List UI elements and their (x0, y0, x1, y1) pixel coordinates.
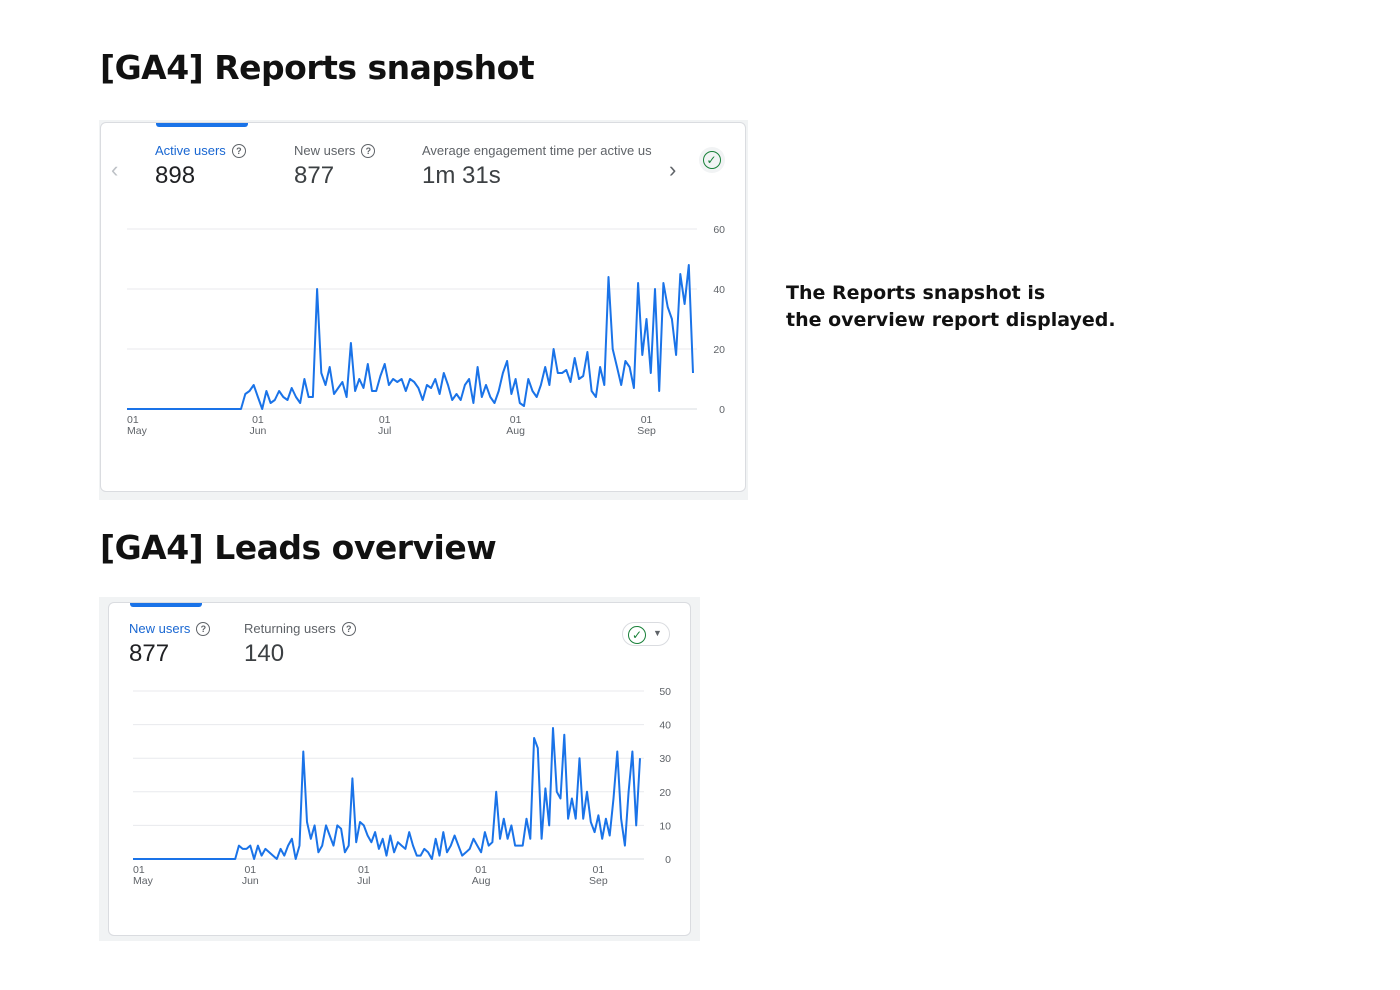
metric-active-users[interactable]: Active users? 898 (155, 143, 246, 190)
x-tick-day: 01 (133, 864, 145, 876)
help-circle-icon[interactable]: ? (196, 621, 211, 636)
leads-overview-screenshot: New users? 877 Returning users? 140 ✓ ▼ … (99, 597, 700, 941)
metric-value: 1m 31s (422, 162, 501, 189)
metric-avg-engagement-time[interactable]: Average engagement time per active us 1m… (422, 143, 662, 190)
y-tick-label: 0 (719, 404, 725, 416)
metric-value: 898 (155, 162, 196, 189)
y-tick-label: 30 (659, 753, 671, 765)
x-tick-month: Jun (249, 425, 266, 437)
series-line (133, 727, 641, 860)
x-tick-day: 01 (244, 864, 256, 876)
y-tick-label: 0 (665, 854, 671, 866)
x-tick-day: 01 (641, 414, 653, 426)
status-check-dropdown[interactable]: ✓ ▼ (622, 622, 670, 646)
x-tick-day: 01 (475, 864, 487, 876)
section-title-leads-overview: [GA4] Leads overview (100, 528, 497, 567)
y-tick-label: 40 (659, 720, 671, 732)
metric-new-users[interactable]: New users? 877 (129, 621, 211, 668)
metric-label: Average engagement time per active us (422, 143, 652, 158)
metric-new-users[interactable]: New users? 877 (294, 143, 376, 190)
reports-snapshot-screenshot: ‹ Active users? 898 New users? 877 Avera… (99, 120, 748, 500)
side-note-line-2: the overview report displayed. (786, 309, 1116, 331)
chevron-left-icon[interactable]: ‹ (111, 157, 119, 182)
metric-returning-users[interactable]: Returning users? 140 (244, 621, 356, 668)
leads-overview-card: New users? 877 Returning users? 140 ✓ ▼ … (108, 602, 691, 936)
metric-value: 877 (294, 162, 335, 189)
active-tab-indicator (156, 123, 248, 127)
x-tick-month: May (127, 425, 148, 437)
help-circle-icon[interactable]: ? (231, 143, 246, 158)
section-title-reports-snapshot: [GA4] Reports snapshot (100, 48, 535, 87)
check-circle-icon: ✓ (702, 150, 721, 169)
reports-snapshot-card: ‹ Active users? 898 New users? 877 Avera… (100, 122, 746, 492)
x-tick-month: Jun (242, 875, 259, 887)
series-line (127, 264, 694, 410)
metric-label: Active users (155, 143, 226, 158)
x-tick-day: 01 (510, 414, 522, 426)
active-tab-indicator (130, 603, 202, 607)
x-tick-day: 01 (593, 864, 605, 876)
side-note: The Reports snapshot is the overview rep… (786, 280, 1116, 334)
help-circle-icon[interactable]: ? (361, 143, 376, 158)
x-tick-day: 01 (252, 414, 264, 426)
caret-down-icon: ▼ (653, 628, 662, 638)
x-tick-month: Aug (506, 425, 525, 437)
check-circle-icon: ✓ (628, 625, 646, 644)
metric-label: Returning users (244, 621, 336, 636)
y-tick-label: 60 (713, 224, 725, 236)
y-tick-label: 10 (659, 820, 671, 832)
chevron-right-icon[interactable]: › (669, 157, 677, 182)
y-tick-label: 40 (713, 284, 725, 296)
y-tick-label: 20 (713, 344, 725, 356)
x-tick-month: Sep (589, 875, 608, 887)
metric-label: New users (129, 621, 191, 636)
x-tick-day: 01 (358, 864, 370, 876)
y-tick-label: 20 (659, 787, 671, 799)
metric-value: 140 (244, 640, 285, 667)
metric-value: 877 (129, 640, 170, 667)
help-circle-icon[interactable]: ? (341, 621, 356, 636)
x-tick-month: Sep (637, 425, 656, 437)
x-tick-day: 01 (127, 414, 139, 426)
status-check-button[interactable]: ✓ (699, 147, 725, 173)
x-tick-day: 01 (379, 414, 391, 426)
side-note-line-1: The Reports snapshot is (786, 282, 1046, 304)
x-tick-month: Jul (357, 875, 370, 887)
x-tick-month: Jul (378, 425, 391, 437)
x-tick-month: Aug (472, 875, 491, 887)
metric-label: New users (294, 143, 356, 158)
x-tick-month: May (133, 875, 154, 887)
y-tick-label: 50 (659, 686, 671, 698)
